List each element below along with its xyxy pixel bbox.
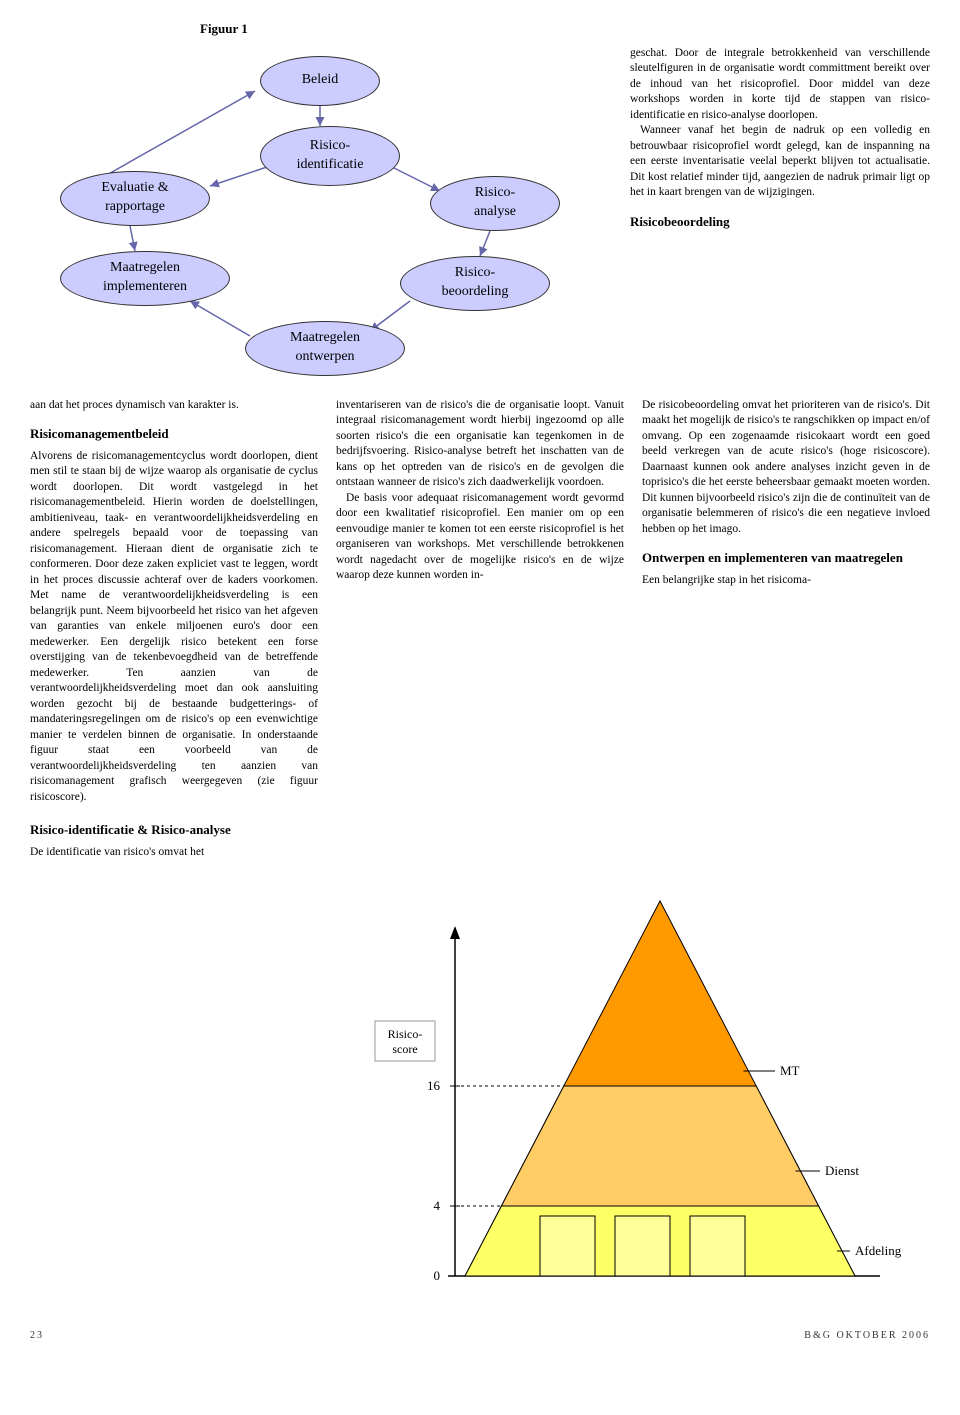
col2-body: inventariseren van de risico's die de or… xyxy=(336,398,624,491)
column-3: De risicobeoordeling omvat het prioriter… xyxy=(642,398,930,861)
svg-text:4: 4 xyxy=(434,1198,441,1213)
svg-text:score: score xyxy=(392,1042,417,1056)
page-number: 23 xyxy=(30,1329,44,1343)
figure1-diagram: Beleid Risico-identificatie Evaluatie &rap… xyxy=(30,46,610,386)
svg-text:MT: MT xyxy=(780,1063,800,1078)
three-columns: aan dat het proces dynamisch van karakte… xyxy=(30,398,930,861)
cycle-node-maatregelen-impl: Maatregelenimplementeren xyxy=(60,251,230,306)
col1-body2: De identificatie van risico's omvat het xyxy=(30,845,318,861)
cycle-node-beleid: Beleid xyxy=(260,56,380,106)
cycle-node-risico-beoord: Risico-beoordeling xyxy=(400,256,550,311)
rc-para1: geschat. Door de integrale betrokkenheid… xyxy=(630,46,930,124)
svg-text:Dienst: Dienst xyxy=(825,1163,859,1178)
svg-text:0: 0 xyxy=(434,1268,441,1283)
col3-body: De risicobeoordeling omvat het prioriter… xyxy=(642,398,930,538)
column-1: aan dat het proces dynamisch van karakte… xyxy=(30,398,318,861)
col2-body2: De basis voor adequaat risicomanagement … xyxy=(336,491,624,584)
rc-para2: Wanneer vanaf het begin de nadruk op een… xyxy=(630,123,930,201)
right-column-top: geschat. Door de integrale betrokkenheid… xyxy=(630,46,930,386)
col3-body2: Een belangrijke stap in het risicoma- xyxy=(642,573,930,589)
heading-ontwerpen: Ontwerpen en implementeren van maatregel… xyxy=(642,549,930,567)
svg-text:16: 16 xyxy=(427,1078,441,1093)
page-footer: 23 B&G OKTOBER 2006 xyxy=(30,1329,930,1343)
svg-text:Afdeling: Afdeling xyxy=(855,1243,902,1258)
cycle-node-risico-id: Risico-identificatie xyxy=(260,126,400,186)
cycle-node-risico-analyse: Risico-analyse xyxy=(430,176,560,231)
cycle-node-maatregelen-ontw: Maatregelenontwerpen xyxy=(245,321,405,376)
figure1-title: Figuur 1 xyxy=(200,20,930,38)
cycle-node-evaluatie: Evaluatie &rapportage xyxy=(60,171,210,226)
pyramid-figure: 16 4 0 Risico-score MT Dienst Afdeling xyxy=(340,871,940,1311)
col1-lead: aan dat het proces dynamisch van karakte… xyxy=(30,398,318,414)
heading-identificatie-analyse: Risico-identificatie & Risico-analyse xyxy=(30,821,318,839)
column-2: inventariseren van de risico's die de or… xyxy=(336,398,624,861)
heading-risicomanagementbeleid: Risicomanagementbeleid xyxy=(30,425,318,443)
col1-body: Alvorens de risicomanagementcyclus wordt… xyxy=(30,449,318,806)
svg-text:Risico-: Risico- xyxy=(388,1027,423,1041)
heading-risicobeoordeling: Risicobeoordeling xyxy=(630,213,930,231)
top-row: Beleid Risico-identificatie Evaluatie &rap… xyxy=(30,46,930,386)
journal-issue: B&G OKTOBER 2006 xyxy=(804,1329,930,1343)
